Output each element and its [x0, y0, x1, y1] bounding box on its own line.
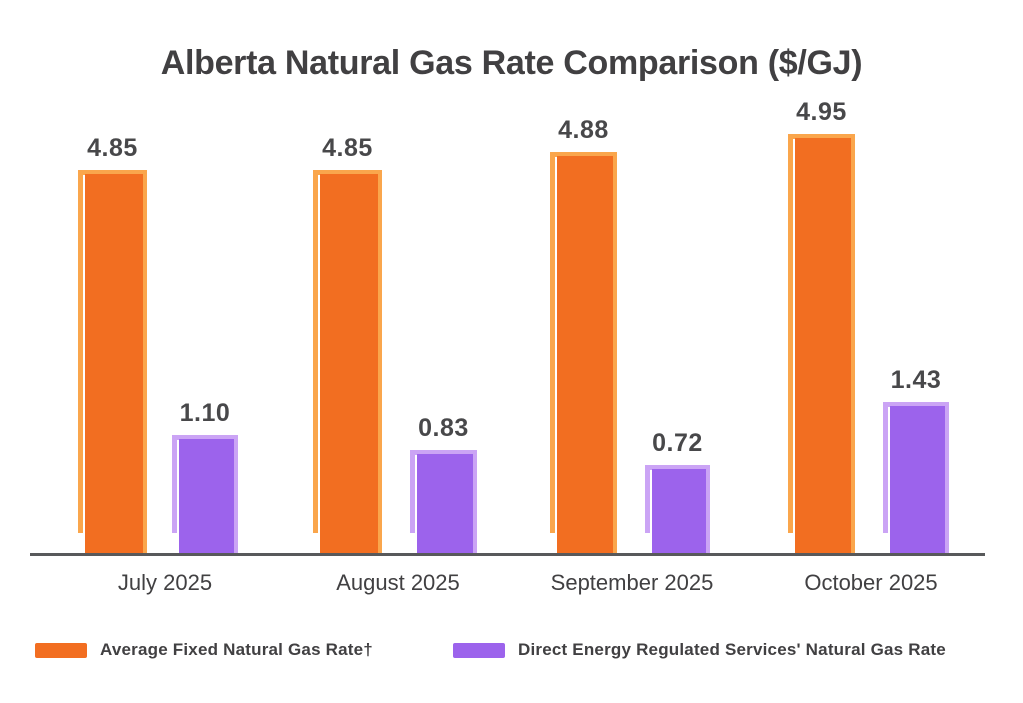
bar-outline	[78, 170, 83, 533]
legend-item-regulated-rate: Direct Energy Regulated Services' Natura…	[453, 640, 946, 660]
bar-value-label: 4.85	[322, 134, 373, 162]
bar-fill	[85, 174, 143, 554]
bar-outline	[313, 170, 318, 533]
bar-fill	[557, 156, 613, 554]
bar-outline	[172, 435, 177, 533]
bar-outline	[472, 450, 477, 554]
bar-outline	[645, 465, 650, 533]
plot-area: 4.85 1.10 4.85 0.83	[30, 98, 985, 556]
bar-fill	[652, 469, 706, 554]
x-axis-line	[30, 553, 985, 556]
x-axis-label-august: August 2025	[336, 570, 460, 595]
bar-september-fixed-rate: 4.88	[550, 116, 617, 554]
bar-outline	[142, 170, 147, 554]
bar-october-regulated-rate: 1.43	[883, 366, 949, 554]
bar-value-label: 0.72	[652, 429, 703, 457]
bar-value-label: 4.85	[87, 134, 138, 162]
bar-fill	[320, 174, 378, 554]
legend-label: Direct Energy Regulated Services' Natura…	[518, 640, 946, 659]
bar-outline	[705, 465, 710, 554]
x-axis-label-october: October 2025	[804, 570, 938, 595]
bar-value-label: 4.88	[558, 116, 609, 144]
bar-september-regulated-rate: 0.72	[645, 429, 710, 554]
bar-value-label: 1.43	[890, 366, 942, 394]
bar-value-label: 4.95	[796, 98, 847, 126]
bar-fill	[417, 454, 473, 554]
bar-fill	[890, 406, 945, 554]
bar-value-label: 1.10	[179, 399, 231, 427]
legend-label: Average Fixed Natural Gas Rate†	[100, 640, 373, 659]
bar-outline	[883, 402, 949, 407]
bar-fill	[795, 138, 851, 554]
bar-outline	[377, 170, 382, 554]
bar-outline	[944, 402, 949, 554]
bar-value-label: 0.83	[418, 414, 469, 442]
bar-august-fixed-rate: 4.85	[313, 134, 382, 554]
bar-july-regulated-rate: 1.10	[172, 399, 238, 554]
bar-outline	[550, 152, 617, 157]
chart-title: Alberta Natural Gas Rate Comparison ($/G…	[160, 44, 863, 82]
bar-outline	[612, 152, 617, 554]
bar-july-fixed-rate: 4.85	[78, 134, 147, 554]
bar-outline	[883, 402, 888, 533]
bar-outline	[410, 450, 477, 455]
legend-swatch-purple	[453, 642, 505, 658]
legend-item-fixed-rate: Average Fixed Natural Gas Rate†	[35, 640, 373, 660]
x-axis-label-september: September 2025	[550, 570, 714, 595]
x-axis-label-july: July 2025	[117, 570, 213, 595]
bar-outline	[788, 134, 855, 139]
bar-outline	[788, 134, 793, 533]
bar-outline	[233, 435, 238, 554]
bar-october-fixed-rate: 4.95	[788, 98, 855, 554]
bar-outline	[645, 465, 710, 470]
bar-outline	[850, 134, 855, 554]
bar-fill	[179, 439, 234, 554]
bar-outline	[78, 170, 147, 175]
legend-swatch-orange	[35, 642, 87, 658]
bar-outline	[410, 450, 415, 533]
bar-august-regulated-rate: 0.83	[410, 414, 477, 554]
bar-outline	[172, 435, 238, 440]
bar-outline	[313, 170, 382, 175]
bar-outline	[550, 152, 555, 533]
